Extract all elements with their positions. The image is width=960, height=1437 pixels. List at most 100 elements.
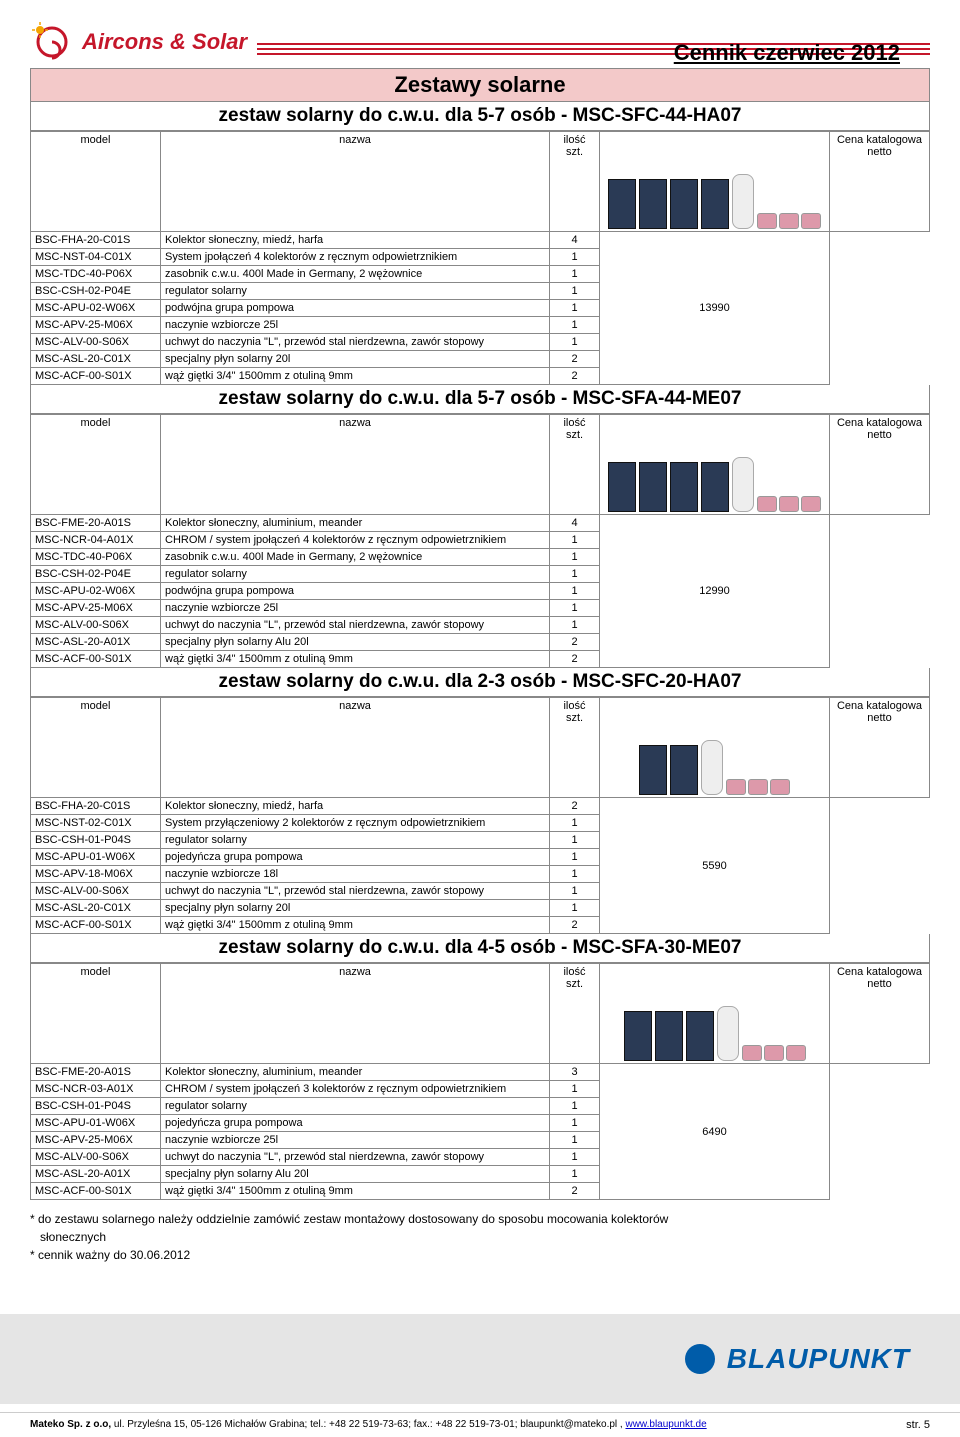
cell-qty: 1 (550, 1132, 600, 1149)
brand-logo: BLAUPUNKT (685, 1343, 910, 1375)
cell-price: 13990 (600, 232, 830, 385)
table-row: BSC-FHA-20-C01SKolektor słoneczny, miedź… (31, 798, 930, 815)
device-icon (726, 779, 746, 795)
solar-panel-icon (639, 745, 667, 795)
cell-model: MSC-ASL-20-C01X (31, 900, 161, 917)
col-name: nazwa (161, 698, 550, 798)
section-title: zestaw solarny do c.w.u. dla 5-7 osób - … (30, 385, 930, 414)
brand-name: BLAUPUNKT (727, 1343, 910, 1375)
device-icon (779, 496, 799, 512)
footnotes: * do zestawu solarnego należy oddzielnie… (30, 1210, 930, 1264)
cell-model: MSC-ALV-00-S06X (31, 883, 161, 900)
cell-name: podwójna grupa pompowa (161, 300, 550, 317)
cell-qty: 1 (550, 815, 600, 832)
cell-qty: 1 (550, 1098, 600, 1115)
cell-name: pojedyńcza grupa pompowa (161, 849, 550, 866)
cell-qty: 1 (550, 566, 600, 583)
cell-model: MSC-ALV-00-S06X (31, 1149, 161, 1166)
solar-panel-icon (639, 462, 667, 512)
col-name: nazwa (161, 964, 550, 1064)
cell-name: zasobnik c.w.u. 400l Made in Germany, 2 … (161, 549, 550, 566)
cell-name: specjalny płyn solarny Alu 20l (161, 1166, 550, 1183)
cell-model: MSC-APU-02-W06X (31, 583, 161, 600)
footer-link[interactable]: www.blaupunkt.de (625, 1419, 706, 1430)
cell-qty: 1 (550, 1115, 600, 1132)
col-qty: ilośćszt. (550, 415, 600, 515)
kit-illustration (604, 700, 825, 795)
cell-model: MSC-APV-25-M06X (31, 600, 161, 617)
kit-table: modelnazwailośćszt.Cena katalogowanettoB… (30, 414, 930, 668)
tank-icon (717, 1006, 739, 1061)
kit-illustration (604, 417, 825, 512)
footnote-1b: słonecznych (40, 1230, 106, 1244)
table-row: BSC-FME-20-A01SKolektor słoneczny, alumi… (31, 1064, 930, 1081)
cell-qty: 1 (550, 532, 600, 549)
cell-name: Kolektor słoneczny, aluminium, meander (161, 515, 550, 532)
col-qty: ilośćszt. (550, 964, 600, 1064)
cell-name: naczynie wzbiorcze 18l (161, 866, 550, 883)
cell-model: MSC-APV-25-M06X (31, 317, 161, 334)
cell-model: BSC-FME-20-A01S (31, 515, 161, 532)
col-price: Cena katalogowanetto (830, 132, 930, 232)
section-title: zestaw solarny do c.w.u. dla 5-7 osób - … (30, 102, 930, 131)
cell-model: BSC-CSH-02-P04E (31, 566, 161, 583)
cell-name: uchwyt do naczynia "L", przewód stal nie… (161, 334, 550, 351)
cell-qty: 1 (550, 1166, 600, 1183)
cell-name: specjalny płyn solarny 20l (161, 351, 550, 368)
cell-model: MSC-ASL-20-C01X (31, 351, 161, 368)
footer-contact: ul. Przyleśna 15, 05-126 Michałów Grabin… (114, 1419, 626, 1430)
page-footer: Mateko Sp. z o.o, ul. Przyleśna 15, 05-1… (0, 1412, 960, 1437)
device-icon (770, 779, 790, 795)
col-model: model (31, 964, 161, 1064)
solar-panel-icon (624, 1011, 652, 1061)
cell-qty: 1 (550, 249, 600, 266)
cell-name: regulator solarny (161, 283, 550, 300)
cell-name: wąż giętki 3/4" 1500mm z otuliną 9mm (161, 917, 550, 934)
cell-qty: 2 (550, 917, 600, 934)
cell-name: Kolektor słoneczny, miedź, harfa (161, 232, 550, 249)
cell-model: BSC-CSH-01-P04S (31, 832, 161, 849)
cell-model: MSC-NCR-03-A01X (31, 1081, 161, 1098)
cell-qty: 1 (550, 900, 600, 917)
kit-table: modelnazwailośćszt.Cena katalogowanettoB… (30, 131, 930, 385)
cell-qty: 1 (550, 300, 600, 317)
kit-illustration (604, 966, 825, 1061)
cell-name: Kolektor słoneczny, miedź, harfa (161, 798, 550, 815)
cell-name: CHROM / system jpołączeń 4 kolektorów z … (161, 532, 550, 549)
cell-price: 6490 (600, 1064, 830, 1200)
cell-model: BSC-FHA-20-C01S (31, 798, 161, 815)
cell-name: zasobnik c.w.u. 400l Made in Germany, 2 … (161, 266, 550, 283)
cell-model: MSC-APV-18-M06X (31, 866, 161, 883)
cell-model: BSC-FME-20-A01S (31, 1064, 161, 1081)
footnote-1: * do zestawu solarnego należy oddzielnie… (30, 1212, 668, 1226)
kit-image (600, 698, 830, 798)
cell-qty: 2 (550, 651, 600, 668)
kit-image (600, 964, 830, 1064)
col-price: Cena katalogowanetto (830, 964, 930, 1064)
cell-model: MSC-APU-01-W06X (31, 1115, 161, 1132)
cell-qty: 1 (550, 1081, 600, 1098)
cell-model: MSC-ACF-00-S01X (31, 1183, 161, 1200)
section-title: zestaw solarny do c.w.u. dla 4-5 osób - … (30, 934, 930, 963)
cell-name: uchwyt do naczynia "L", przewód stal nie… (161, 1149, 550, 1166)
cell-name: naczynie wzbiorcze 25l (161, 317, 550, 334)
cell-model: BSC-CSH-01-P04S (31, 1098, 161, 1115)
tank-icon (701, 740, 723, 795)
cell-model: MSC-ACF-00-S01X (31, 917, 161, 934)
logo-icon (30, 20, 74, 64)
solar-panel-icon (701, 462, 729, 512)
cell-qty: 2 (550, 351, 600, 368)
solar-panel-icon (686, 1011, 714, 1061)
device-icon (786, 1045, 806, 1061)
footnote-2: * cennik ważny do 30.06.2012 (30, 1248, 190, 1262)
cell-qty: 4 (550, 232, 600, 249)
cell-name: uchwyt do naczynia "L", przewód stal nie… (161, 617, 550, 634)
table-row: BSC-FHA-20-C01SKolektor słoneczny, miedź… (31, 232, 930, 249)
cell-qty: 1 (550, 334, 600, 351)
cell-model: MSC-ALV-00-S06X (31, 617, 161, 634)
kit-image (600, 415, 830, 515)
device-icon (801, 496, 821, 512)
col-price: Cena katalogowanetto (830, 415, 930, 515)
cell-model: MSC-ASL-20-A01X (31, 1166, 161, 1183)
cell-model: MSC-ASL-20-A01X (31, 634, 161, 651)
